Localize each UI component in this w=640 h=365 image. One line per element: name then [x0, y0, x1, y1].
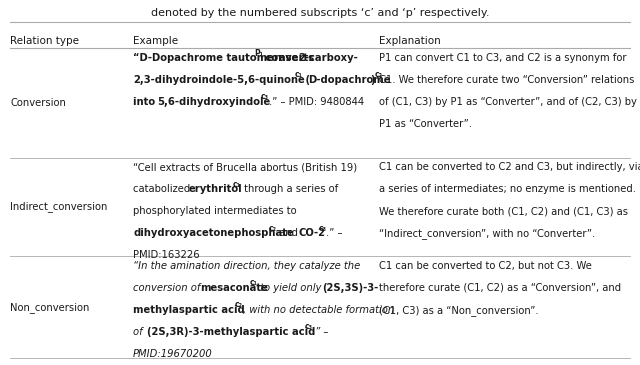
Text: P1 can convert C1 to C3, and C2 is a synonym for: P1 can convert C1 to C3, and C2 is a syn… [379, 53, 627, 63]
Text: (2S,3R)-3-methylaspartic acid: (2S,3R)-3-methylaspartic acid [147, 327, 316, 337]
Text: Indirect_conversion: Indirect_conversion [10, 201, 108, 212]
Text: .” –: .” – [312, 327, 329, 337]
Text: C1 can be converted to C2, but not C3. We: C1 can be converted to C2, but not C3. W… [379, 261, 592, 271]
Text: c₃: c₃ [319, 224, 327, 233]
Text: a series of intermediates; no enzyme is mentioned.: a series of intermediates; no enzyme is … [379, 184, 636, 194]
Text: mesaconate: mesaconate [200, 283, 268, 293]
Text: PMID:19670200: PMID:19670200 [133, 349, 213, 358]
Text: PMID:163226: PMID:163226 [133, 250, 200, 260]
Text: (C1, C3) as a “Non_conversion”.: (C1, C3) as a “Non_conversion”. [379, 305, 538, 316]
Text: c₁: c₁ [250, 278, 258, 288]
Text: Conversion: Conversion [10, 98, 66, 108]
Text: P₁: P₁ [255, 49, 264, 58]
Text: Example: Example [133, 36, 179, 46]
Text: into: into [133, 97, 159, 107]
Text: catabolized: catabolized [133, 184, 193, 194]
Text: D-dopachrome: D-dopachrome [308, 75, 391, 85]
Text: to yield only: to yield only [257, 283, 324, 293]
Text: c₂: c₂ [374, 70, 383, 80]
Text: , with no detectable formation: , with no detectable formation [243, 305, 394, 315]
Text: c₂: c₂ [269, 224, 277, 233]
Text: methylaspartic acid: methylaspartic acid [133, 305, 245, 315]
Text: c₃: c₃ [305, 322, 312, 331]
Text: c₁: c₁ [294, 70, 302, 80]
Text: c₃: c₃ [261, 92, 269, 101]
Text: .” – PMID: 9480844: .” – PMID: 9480844 [269, 97, 364, 107]
Text: conversion of: conversion of [133, 283, 204, 293]
Text: phosphorylated intermediates to: phosphorylated intermediates to [133, 206, 297, 216]
Text: “Indirect_conversion”, with no “Converter”.: “Indirect_conversion”, with no “Converte… [379, 228, 595, 239]
Text: “In the amination direction, they catalyze the: “In the amination direction, they cataly… [133, 261, 360, 271]
Text: P1 as “Converter”.: P1 as “Converter”. [379, 119, 472, 128]
Text: of: of [133, 327, 146, 337]
Text: 2,3-dihydroindole-5,6-quinone: 2,3-dihydroindole-5,6-quinone [133, 75, 305, 85]
Text: .” –: .” – [326, 228, 343, 238]
Text: 5,6-dihydroxyindole: 5,6-dihydroxyindole [157, 97, 270, 107]
Text: of (C1, C3) by P1 as “Converter”, and of (C2, C3) by: of (C1, C3) by P1 as “Converter”, and of… [379, 97, 637, 107]
Text: “Cell extracts of Brucella abortus (British 19): “Cell extracts of Brucella abortus (Brit… [133, 162, 357, 172]
Text: dihydroxyacetonephosphate: dihydroxyacetonephosphate [133, 228, 294, 238]
Text: We therefore curate both (C1, C2) and (C1, C3) as: We therefore curate both (C1, C2) and (C… [379, 206, 628, 216]
Text: 2-carboxy-: 2-carboxy- [298, 53, 358, 63]
Text: C1 can be converted to C2 and C3, but indirectly, via: C1 can be converted to C2 and C3, but in… [379, 162, 640, 172]
Text: and: and [276, 228, 301, 238]
Text: converts: converts [262, 53, 318, 63]
Text: CO-2: CO-2 [298, 228, 325, 238]
Text: Explanation: Explanation [379, 36, 440, 46]
Text: c₂: c₂ [235, 300, 243, 310]
Text: therefore curate (C1, C2) as a “Conversion”, and: therefore curate (C1, C2) as a “Conversi… [379, 283, 621, 293]
Text: through a series of: through a series of [241, 184, 338, 194]
Text: “D-Dopachrome tautomerase: “D-Dopachrome tautomerase [133, 53, 298, 63]
Text: ): ) [371, 75, 375, 85]
Text: denoted by the numbered subscripts ‘c’ and ‘p’ respectively.: denoted by the numbered subscripts ‘c’ a… [151, 8, 489, 18]
Text: (2S,3S)-3-: (2S,3S)-3- [323, 283, 379, 293]
Text: erythritol: erythritol [188, 184, 242, 194]
Text: Non_conversion: Non_conversion [10, 302, 90, 313]
Text: C1. We therefore curate two “Conversion” relations: C1. We therefore curate two “Conversion”… [379, 75, 634, 85]
Text: c₁: c₁ [233, 180, 241, 189]
Text: (: ( [302, 75, 310, 85]
Text: Relation type: Relation type [10, 36, 79, 46]
